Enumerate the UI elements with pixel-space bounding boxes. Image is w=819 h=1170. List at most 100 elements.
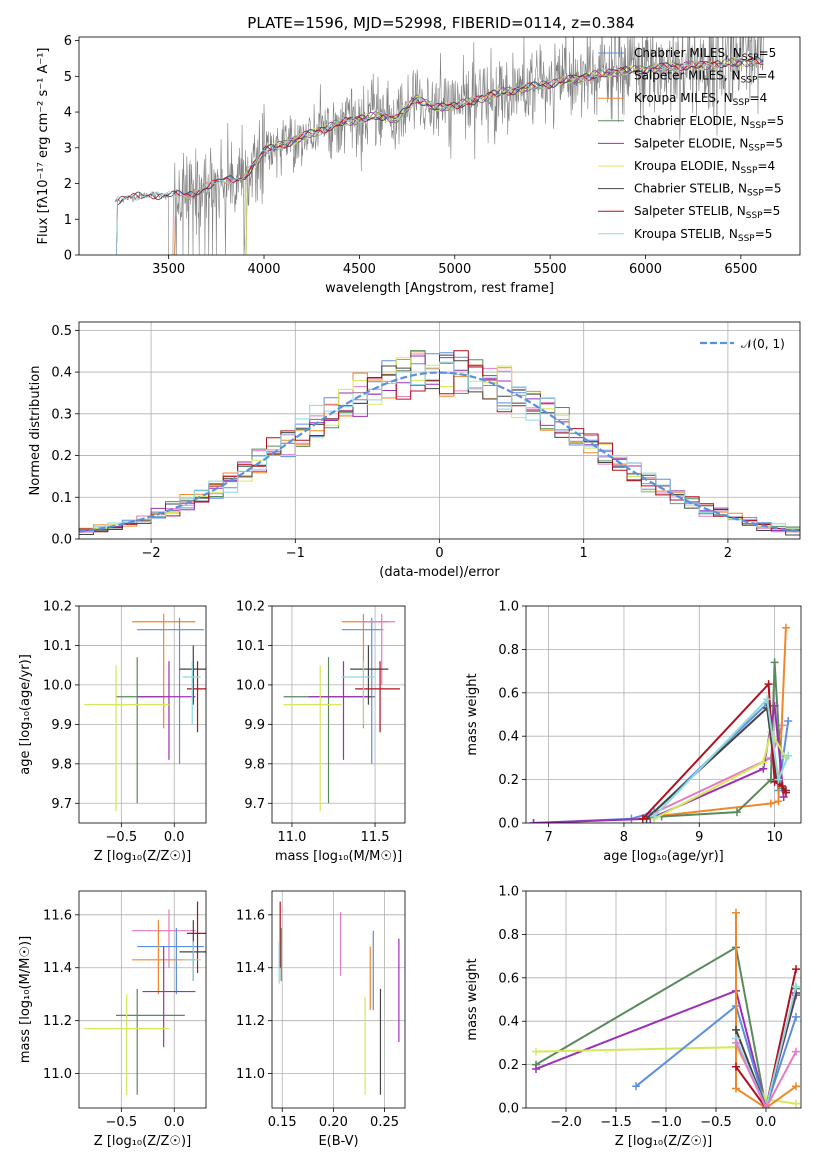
mass-weight-marker <box>650 812 659 821</box>
x-tick-label: 4500 <box>343 262 376 277</box>
x-tick-label: 0 <box>435 546 443 561</box>
mass-weight-line <box>653 697 790 818</box>
axes-frame <box>525 605 802 824</box>
y-tick-label: 9.7 <box>244 797 265 812</box>
y-tick-label: 1.0 <box>498 600 519 615</box>
y-tick-label: 0.2 <box>51 449 72 464</box>
y-axis-label: mass weight <box>465 958 480 1040</box>
x-axis-label: E(B-V) <box>318 1134 358 1149</box>
y-tick-label: 0.0 <box>51 533 72 548</box>
x-tick-label: 9 <box>695 830 703 845</box>
y-axis-label: mass weight <box>465 673 480 755</box>
mass-weight-marker <box>732 1084 740 1093</box>
mass-weight-marker <box>732 1038 740 1047</box>
y-tick-label: 1 <box>64 213 72 228</box>
mass-weight-marker <box>529 819 538 823</box>
x-tick-label: 0.0 <box>164 830 185 845</box>
y-tick-label: 9.9 <box>51 718 72 733</box>
y-tick-label: 0.6 <box>498 686 519 701</box>
legend-label: Chabrier ELODIE, NSSP=5 <box>634 114 784 131</box>
model-spectrum-line <box>244 56 764 255</box>
x-tick-label: −0.5 <box>106 830 138 845</box>
x-axis-label: Z [log₁₀(Z/Z☉)] <box>615 1134 712 1149</box>
mass-weight-marker <box>792 982 800 991</box>
errorbar-point <box>186 661 206 733</box>
errorbar-point <box>186 901 206 974</box>
mass-weight-marker <box>766 799 775 808</box>
mass-weight-marker <box>792 1012 800 1021</box>
plot-area-age-vs-mass <box>272 606 405 823</box>
gaussian-curve <box>79 371 798 533</box>
axes-frame <box>271 605 406 824</box>
errorbar-point <box>142 946 196 1048</box>
x-axis-label: Z [log₁₀(Z/Z☉)] <box>94 849 191 864</box>
model-spectrum-line <box>244 58 764 255</box>
y-tick-label: 9.8 <box>244 757 265 772</box>
panel-massweight-vs-Z: −2.0 −1.5 −1.0 −0.5 0.0 0.0 0.2 0.4 0.6 0.8 1.0 Z [… <box>465 885 802 1149</box>
plot-area-spectrum <box>114 37 764 255</box>
x-tick-label: −0.5 <box>106 1115 138 1130</box>
axes-frame <box>78 890 207 1109</box>
y-tick-label: 0.0 <box>498 817 519 832</box>
errorbar-point <box>308 661 372 760</box>
errorbar-point <box>355 661 401 733</box>
plot-area-massweight-vs-age <box>526 606 801 823</box>
x-tick-label: −2 <box>142 546 161 561</box>
errorbar-point <box>137 617 204 764</box>
y-axis-label: mass [log₁₀(M/M☉)] <box>18 936 33 1063</box>
mass-weight-marker <box>778 782 787 791</box>
y-axis-label: Flux [fλ10⁻¹⁷ erg cm⁻² s⁻¹ A⁻¹] <box>36 48 51 245</box>
y-tick-label: 11.2 <box>236 1014 265 1029</box>
mass-weight-marker <box>774 797 783 806</box>
errorbar-point <box>182 661 201 725</box>
mass-weight-line <box>653 729 787 820</box>
mass-weight-marker <box>732 1062 740 1071</box>
y-tick-label: 0.6 <box>498 971 519 986</box>
y-tick-label: 0.2 <box>498 773 519 788</box>
y-tick-label: 11.6 <box>43 908 72 923</box>
panel-residuals: −2 −1 0 1 2 0.0 0.1 0.2 0.3 0.4 0.5 (data-model)/er… <box>28 321 801 580</box>
errorbar-point <box>182 941 201 981</box>
mass-weight-marker <box>532 1064 540 1073</box>
y-tick-label: 0.1 <box>51 491 72 506</box>
y-tick-label: 2 <box>64 177 72 192</box>
mass-weight-line <box>735 992 797 1108</box>
panel-mass-vs-EBV: 0.15 0.20 0.25 11.0 11.2 11.4 11.6 E(B-V) <box>236 890 406 1149</box>
figure-title: PLATE=1596, MJD=52998, FIBERID=0114, z=0… <box>247 14 634 32</box>
mass-weight-line <box>735 1042 797 1108</box>
residual-histogram <box>79 354 800 536</box>
y-tick-label: 0.4 <box>498 1015 519 1030</box>
axes-frame <box>271 890 406 1109</box>
errorbar-point <box>116 657 164 804</box>
x-tick-label: 4000 <box>247 262 280 277</box>
panel-age-vs-mass: 11.0 11.5 9.7 9.8 9.9 10.0 10.1 10.2 mass [log₁₀… <box>236 600 406 864</box>
mass-weight-marker <box>781 788 790 797</box>
x-axis-label: wavelength [Angstrom, rest frame] <box>325 281 554 296</box>
y-tick-label: 5 <box>64 70 72 85</box>
mass-weight-marker <box>764 680 773 689</box>
errorbar-point <box>116 988 185 1095</box>
residual-histogram <box>79 361 800 533</box>
y-tick-label: 10.0 <box>43 678 72 693</box>
y-tick-label: 10.1 <box>236 639 265 654</box>
x-tick-label: 6500 <box>724 262 757 277</box>
y-tick-label: 11.0 <box>43 1067 72 1082</box>
y-tick-label: 11.4 <box>43 961 72 976</box>
panel-age-vs-Z: −0.5 0.0 9.7 9.8 9.9 10.0 10.1 10.2 Z [log₁₀(Z/Z… <box>18 600 207 864</box>
y-tick-label: 0 <box>64 249 72 264</box>
y-tick-label: 10.0 <box>236 678 265 693</box>
errorbar-point <box>341 617 384 764</box>
model-spectrum-line <box>115 57 764 255</box>
mass-weight-marker <box>732 1025 740 1034</box>
plot-area-mass-vs-Z <box>79 891 206 1108</box>
y-tick-label: 0.3 <box>51 407 72 422</box>
axes-frame <box>525 890 802 1109</box>
mass-weight-marker <box>732 808 741 817</box>
errorbar-point <box>84 665 169 812</box>
y-tick-label: 9.8 <box>51 757 72 772</box>
x-tick-label: 11.0 <box>277 830 306 845</box>
x-axis-label: Z [log₁₀(Z/Z☉)] <box>94 1134 191 1149</box>
errorbar-point <box>358 613 396 685</box>
mass-weight-marker <box>774 775 783 784</box>
